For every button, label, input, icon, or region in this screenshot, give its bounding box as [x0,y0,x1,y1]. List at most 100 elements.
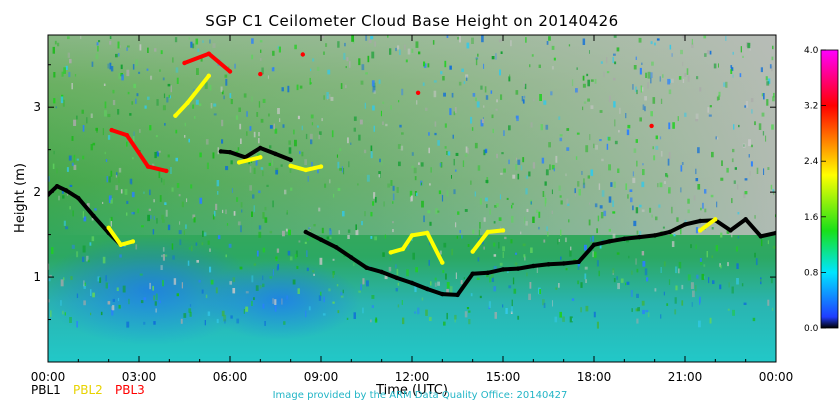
noise-speck [178,230,182,235]
noise-speck [258,190,261,194]
noise-speck [446,282,450,289]
noise-speck [695,168,697,175]
noise-speck [698,320,701,328]
noise-speck [750,161,753,167]
noise-speck [570,246,572,251]
noise-speck [751,109,753,114]
noise-speck [607,136,611,141]
noise-speck [739,73,742,78]
noise-speck [260,118,264,123]
noise-speck [508,125,511,131]
noise-speck [594,78,597,84]
noise-speck [755,258,758,266]
noise-speck [525,37,527,43]
noise-speck [485,197,488,202]
noise-speck [524,256,526,261]
noise-speck [414,191,417,197]
noise-speck [286,210,288,214]
noise-speck [110,216,113,221]
noise-speck [229,93,232,98]
noise-speck [62,195,65,199]
noise-speck [398,100,400,103]
noise-speck [613,278,616,283]
noise-speck [598,183,601,190]
noise-speck [696,274,699,279]
noise-speck [397,45,400,50]
noise-speck [546,41,549,45]
noise-speck [606,71,610,74]
noise-speck [136,93,139,97]
noise-speck [176,293,179,297]
noise-speck [650,41,653,45]
colorbar-tick-label: 0.8 [804,268,819,278]
noise-speck [582,38,586,45]
noise-speck [526,272,528,277]
noise-speck [468,310,471,313]
noise-speck [186,198,188,203]
noise-speck [165,209,168,217]
noise-speck [525,221,528,226]
noise-speck [110,198,113,204]
noise-speck [678,76,682,80]
noise-speck [557,238,559,245]
point-pbl1 [743,217,748,222]
noise-speck [353,262,355,267]
noise-speck [74,74,77,77]
noise-speck [596,228,598,234]
noise-speck [481,118,485,124]
noise-speck [574,191,577,197]
noise-speck [505,308,508,314]
noise-speck [549,164,551,171]
noise-speck [410,195,413,201]
noise-speck [172,57,174,63]
noise-speck [523,81,526,88]
series-segment-pbl1 [91,213,111,235]
noise-speck [110,66,114,72]
noise-speck [693,195,696,201]
noise-speck [251,38,254,44]
noise-speck [627,194,629,199]
noise-speck [560,200,563,205]
noise-speck [754,252,756,258]
series-segment-pbl1 [531,262,551,268]
noise-speck [116,172,118,177]
noise-speck [618,130,620,133]
noise-speck [280,164,283,167]
noise-speck [743,192,746,199]
noise-speck [159,195,162,202]
noise-speck [382,121,384,125]
noise-speck [109,62,112,70]
noise-speck [463,277,465,280]
noise-speck [225,166,229,171]
series-layer [48,51,776,298]
point-pbl1 [440,291,445,297]
colorbar-tick-label: 3.2 [804,102,818,112]
noise-speck [296,84,299,91]
noise-speck [323,296,325,303]
noise-speck [719,284,722,290]
noise-speck [743,302,747,305]
noise-speck [639,117,642,122]
noise-speck [652,97,656,104]
noise-speck [559,311,562,318]
noise-speck [584,244,587,251]
noise-speck [472,93,476,97]
point-pbl1 [652,233,657,238]
noise-speck [606,143,609,150]
noise-speck [726,167,729,173]
credit-text: Image provided by the ARM Data Quality O… [273,390,568,400]
noise-speck [736,278,739,285]
noise-speck [57,42,60,47]
noise-speck [209,266,212,273]
noise-speck [328,236,332,239]
noise-speck [225,209,227,215]
noise-speck [654,42,656,46]
noise-speck [635,207,639,214]
noise-speck [205,139,209,145]
noise-speck [147,47,149,53]
noise-speck [190,41,193,48]
noise-speck [69,58,72,64]
point-pbl1 [379,269,384,275]
noise-speck [105,282,109,289]
noise-speck [562,316,565,322]
